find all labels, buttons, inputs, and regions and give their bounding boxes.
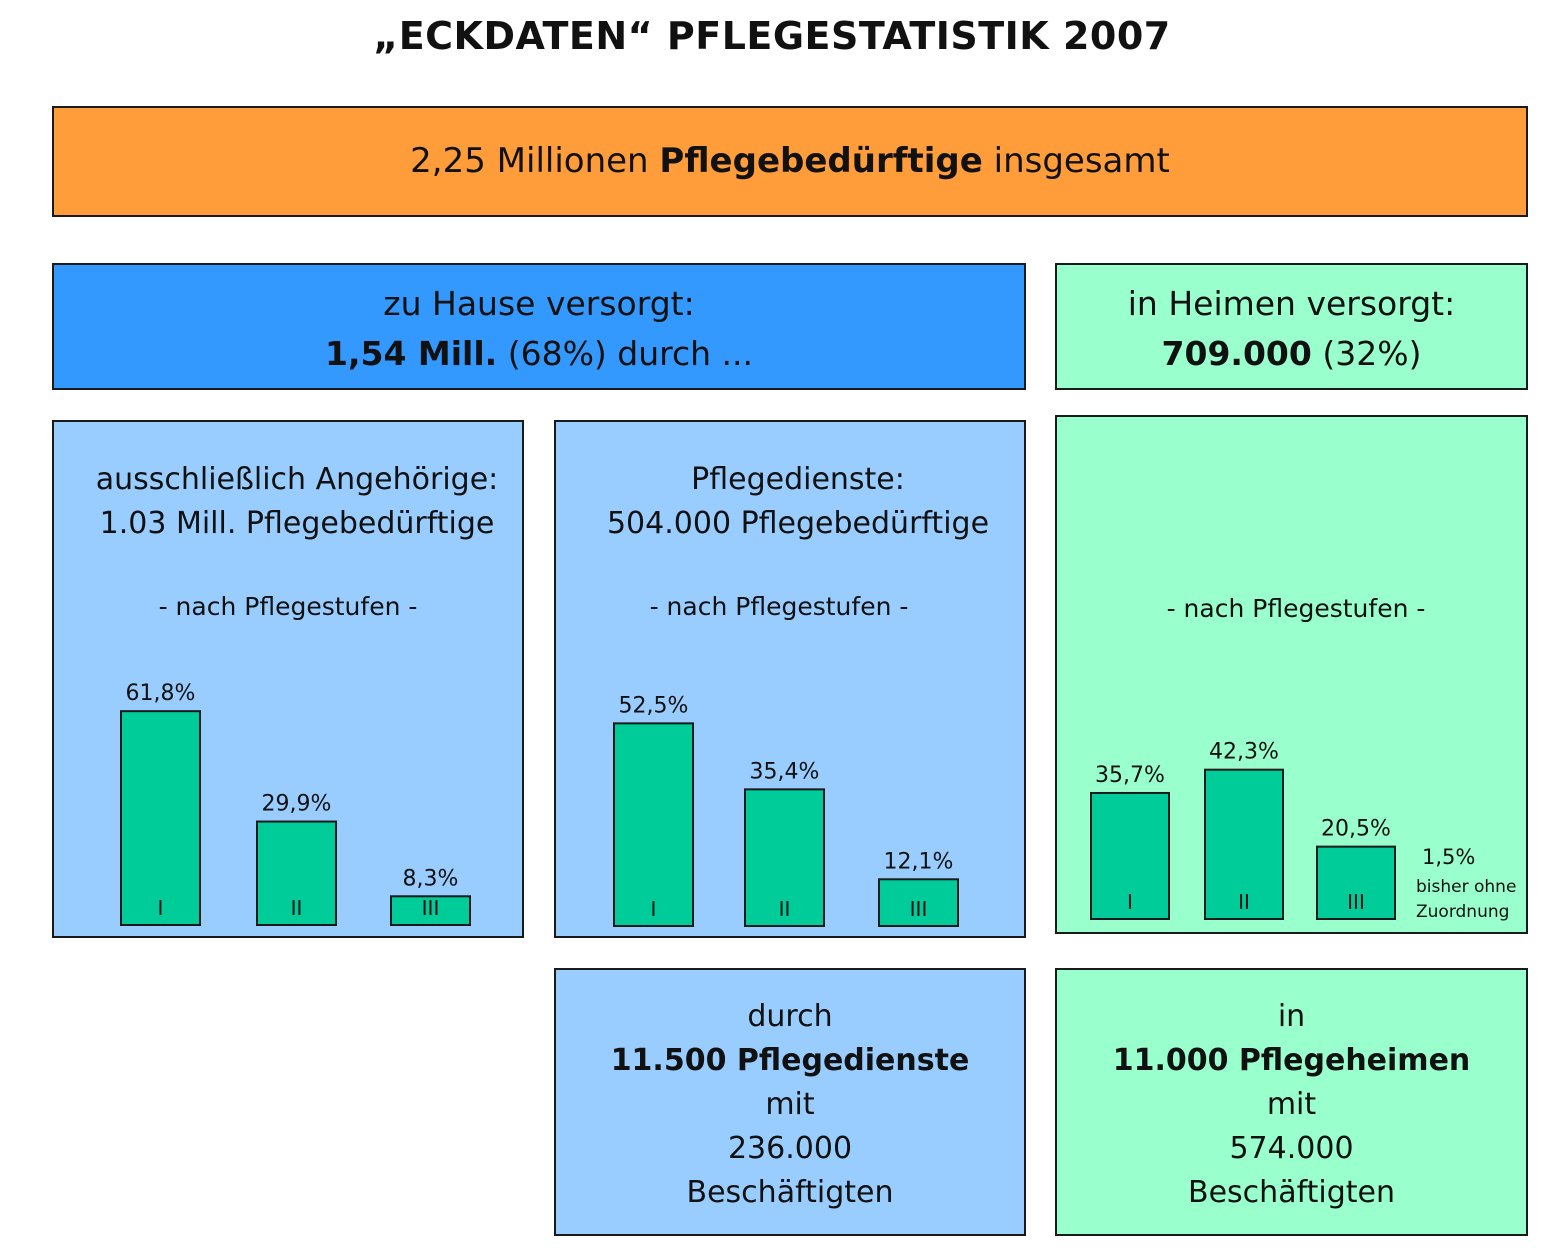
care-services-summary-l3: mit bbox=[765, 1087, 815, 1122]
care-services-bar-label-1: 52,5% bbox=[619, 693, 689, 718]
nursing-home-summary-l1: in bbox=[1277, 999, 1306, 1034]
relatives-bar-2 bbox=[256, 820, 337, 927]
nursing-home-summary: in 11.000 Pflegeheimen mit 574.000 Besch… bbox=[1055, 968, 1528, 1236]
care-services-summary: durch 11.500 Pflegedienste mit 236.000 B… bbox=[554, 968, 1026, 1236]
relatives-subtitle: - nach Pflegestufen - bbox=[158, 592, 418, 621]
total-prefix: 2,25 Millionen bbox=[410, 141, 649, 181]
nursing-home-summary-l4: 574.000 bbox=[1229, 1131, 1354, 1166]
relatives-bar-label-1: 61,8% bbox=[126, 681, 196, 706]
relatives-title: ausschließlich Angehörige: bbox=[95, 462, 499, 497]
home-care-box: zu Hause versorgt: 1,54 Mill. (68%) durc… bbox=[52, 263, 1026, 390]
unassigned-value: 1,5% bbox=[1422, 845, 1475, 869]
care-services-title: Pflegedienste: bbox=[691, 462, 905, 497]
relatives-bar-label-2: 29,9% bbox=[262, 792, 332, 817]
nursing-home-share: (32%) bbox=[1322, 334, 1422, 373]
care-services-summary-l2: 11.500 Pflegedienste bbox=[610, 1043, 970, 1078]
nursing-home-bar-label-1: 35,7% bbox=[1095, 763, 1165, 788]
care-services-bar-1 bbox=[613, 722, 694, 927]
care-services-summary-l5: Beschäftigten bbox=[686, 1175, 894, 1210]
care-services-subtitle: - nach Pflegestufen - bbox=[649, 592, 909, 621]
care-services-category-1: I bbox=[651, 897, 657, 921]
total-bold: Pflegebedürftige bbox=[659, 141, 983, 181]
care-services-bar-2 bbox=[744, 788, 825, 928]
page-title: „ECKDATEN“ PFLEGESTATISTIK 2007 bbox=[373, 14, 1171, 58]
relatives-category-2: II bbox=[291, 896, 303, 920]
home-care-value: 1,54 Mill. (68%) durch ... bbox=[54, 329, 1024, 379]
relatives-category-1: I bbox=[158, 896, 164, 920]
nursing-home-category-2: II bbox=[1238, 890, 1250, 914]
nursing-home-subtitle: - nach Pflegestufen - bbox=[1166, 594, 1426, 623]
relatives-count: 1.03 Mill. Pflegebedürftige bbox=[99, 506, 495, 541]
nursing-home-category-1: I bbox=[1127, 890, 1133, 914]
care-services-count: 504.000 Pflegebedürftige bbox=[606, 506, 990, 541]
total-banner: 2,25 Millionen Pflegebedürftige insgesam… bbox=[52, 106, 1528, 217]
unassigned-label-1: bisher ohne bbox=[1416, 877, 1516, 897]
nursing-home-bar-3 bbox=[1316, 845, 1396, 921]
relatives-bar-3 bbox=[390, 895, 471, 926]
relatives-bar-1 bbox=[120, 710, 201, 926]
nursing-home-bar-1 bbox=[1090, 791, 1170, 921]
nursing-home-summary-l3: mit bbox=[1266, 1087, 1317, 1122]
nursing-home-panel: - nach Pflegestufen - bbox=[1055, 415, 1528, 934]
care-services-category-2: II bbox=[779, 897, 791, 921]
nursing-home-summary-l5: Beschäftigten bbox=[1188, 1175, 1395, 1210]
nursing-home-bar-label-3: 20,5% bbox=[1321, 817, 1391, 842]
home-care-label: zu Hause versorgt: bbox=[383, 284, 695, 323]
relatives-category-3: III bbox=[422, 896, 440, 920]
nursing-home-bar-2 bbox=[1204, 768, 1284, 921]
unassigned-label-2: Zuordnung bbox=[1416, 902, 1509, 922]
home-care-count: 1,54 Mill. bbox=[324, 334, 498, 373]
nursing-home-bar-label-2: 42,3% bbox=[1209, 740, 1279, 765]
care-services-bar-label-2: 35,4% bbox=[750, 759, 820, 784]
nursing-home-count: 709.000 bbox=[1161, 334, 1312, 373]
care-services-category-3: III bbox=[910, 897, 928, 921]
nursing-home-value: 709.000 (32%) bbox=[1057, 329, 1526, 379]
nursing-home-box: in Heimen versorgt: 709.000 (32%) bbox=[1055, 263, 1528, 390]
total-suffix: insgesamt bbox=[993, 141, 1170, 181]
home-care-share: (68%) durch ... bbox=[507, 334, 754, 373]
care-services-summary-l4: 236.000 bbox=[727, 1131, 853, 1166]
nursing-home-label: in Heimen versorgt: bbox=[1127, 284, 1456, 323]
nursing-home-summary-l2: 11.000 Pflegeheimen bbox=[1112, 1043, 1471, 1078]
care-services-summary-l1: durch bbox=[747, 999, 833, 1034]
care-services-bar-label-3: 12,1% bbox=[884, 849, 954, 874]
nursing-home-category-3: III bbox=[1347, 890, 1365, 914]
relatives-bar-label-3: 8,3% bbox=[403, 866, 459, 891]
care-services-bar-3 bbox=[878, 878, 959, 928]
